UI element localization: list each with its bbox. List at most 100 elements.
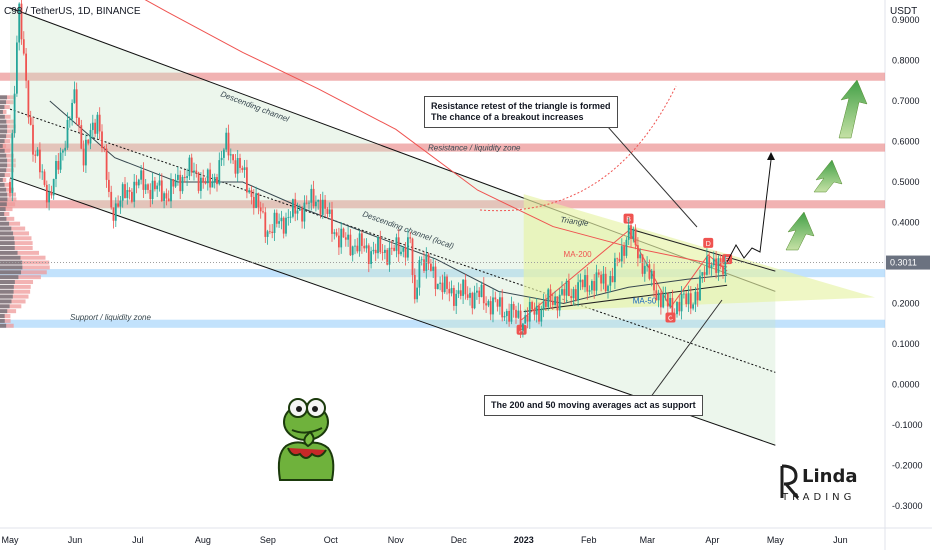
candle-body — [712, 258, 715, 266]
x-axis[interactable]: May Jun Jul Aug Sep Oct Nov Dec 2023 Feb Mar Apr May… — [1, 535, 847, 545]
profile-bar — [0, 221, 21, 226]
candle-body — [287, 217, 290, 219]
profile-bar-inner — [0, 314, 5, 319]
profile-bar-inner — [0, 211, 5, 216]
candle-body — [354, 245, 356, 247]
candle-body — [602, 273, 605, 284]
candle-body — [85, 139, 87, 166]
candle-body — [540, 309, 543, 322]
candle-body — [436, 283, 439, 290]
candle-body — [234, 160, 237, 174]
candle-body — [73, 89, 76, 103]
candle-body — [365, 245, 368, 249]
triangle-label: Triangle — [560, 215, 590, 228]
triangle-pattern: TriangleABCDE — [516, 194, 875, 335]
green-arrow — [785, 211, 815, 251]
candle-body — [344, 237, 347, 240]
candle-body — [671, 298, 674, 314]
candle-body — [340, 228, 343, 248]
candle-body — [223, 149, 225, 158]
candle-body — [41, 171, 44, 173]
profile-bar — [0, 270, 47, 275]
candle-body — [489, 301, 492, 315]
candle-body — [32, 124, 34, 155]
candle-body — [501, 297, 504, 318]
candle-body — [326, 208, 329, 214]
candle-body — [462, 279, 464, 296]
candle-body — [225, 132, 228, 150]
currency-label: USDT — [890, 6, 918, 17]
candle-body — [151, 180, 154, 200]
profile-bar — [0, 255, 46, 260]
candle-body — [27, 80, 30, 118]
candle-body — [423, 259, 425, 271]
candle-body — [140, 170, 142, 180]
candle-body — [75, 89, 78, 118]
candle-body — [397, 237, 400, 255]
candle-body — [200, 177, 202, 191]
linda-trading-logo: Linda TRADING — [780, 464, 858, 503]
candle-body — [407, 237, 409, 258]
zone-band — [0, 269, 885, 278]
annotation-text-line2: The chance of a breakout increases — [431, 112, 584, 122]
candle-body — [478, 290, 481, 298]
profile-bar-inner — [0, 187, 7, 192]
volume-profile — [0, 95, 50, 328]
candle-body — [418, 260, 421, 288]
candle-body — [310, 188, 313, 203]
projection-arrows — [785, 79, 868, 251]
y-tick-label: 0.9000 — [892, 15, 920, 25]
candle-body — [600, 274, 602, 284]
candle-body — [66, 120, 69, 148]
candle-body — [512, 304, 515, 310]
candle-body — [259, 207, 262, 212]
candle-body — [246, 167, 248, 193]
candle-body — [289, 216, 292, 218]
triangle-fill — [523, 194, 875, 312]
profile-bar-inner — [0, 270, 22, 275]
candle-body — [413, 275, 416, 300]
candle-body — [154, 180, 156, 190]
candle-body — [717, 258, 720, 273]
candle-body — [535, 305, 538, 315]
candle-body — [409, 237, 412, 239]
candle-body — [20, 3, 23, 40]
profile-bar-inner — [0, 284, 14, 289]
triangle-upper-line — [628, 228, 776, 272]
profile-bar — [0, 139, 11, 144]
chart-annotations — [0, 85, 885, 399]
candle-body — [252, 196, 255, 208]
candle-body — [388, 247, 391, 265]
profile-bar-inner — [0, 275, 19, 280]
candle-body — [374, 249, 377, 254]
profile-bar — [0, 289, 31, 294]
profile-bar — [0, 105, 10, 110]
candle-body — [724, 262, 727, 275]
profile-bar — [0, 143, 7, 148]
pattern-marker-label: D — [706, 241, 711, 248]
candle-body — [439, 282, 441, 284]
candle-body — [696, 291, 699, 301]
candle-body — [204, 182, 207, 184]
profile-bar — [0, 173, 11, 178]
profile-bar-inner — [0, 245, 15, 250]
profile-bar — [0, 299, 26, 304]
green-arrow — [813, 159, 843, 193]
profile-bar-inner — [0, 114, 5, 119]
candle-body — [579, 279, 582, 283]
candle-body — [282, 217, 285, 234]
y-axis[interactable]: 0.9000 0.8000 0.7000 0.6000 0.5000 0.4000 0.30… — [886, 15, 930, 511]
profile-bar-inner — [0, 182, 5, 187]
profile-bar-inner — [0, 105, 5, 110]
profile-bar — [0, 177, 7, 182]
candle-body — [319, 199, 322, 215]
profile-bar-inner — [0, 163, 8, 168]
profile-bar-inner — [0, 299, 12, 304]
candle-body — [620, 246, 623, 262]
candle-body — [209, 169, 211, 188]
pattern-marker-c — [665, 312, 676, 323]
candle-body — [611, 276, 614, 283]
candle-body — [558, 294, 561, 311]
candle-body — [526, 315, 529, 322]
